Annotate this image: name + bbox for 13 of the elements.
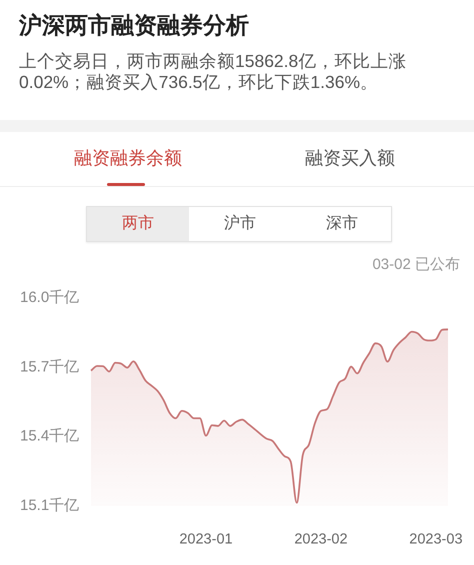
- y-tick-label: 16.0千亿: [20, 288, 80, 306]
- x-tick-label: 2023-01: [179, 532, 233, 548]
- y-tick-label: 15.4千亿: [20, 428, 80, 445]
- text: 融资买入额: [305, 148, 395, 168]
- x-tick-label: 2023-03: [409, 532, 463, 548]
- text: 03-02 已公布: [372, 256, 460, 273]
- x-tick-label: 2023-02: [294, 532, 348, 548]
- chart-title: 沪深两市融资融券分析: [19, 11, 249, 39]
- y-tick-label: 15.7千亿: [20, 358, 80, 376]
- segmented-control: 两市 沪市 深市: [86, 206, 392, 242]
- chart-subtitle: 上个交易日，两市两融余额15862.8亿，环比上涨0.02%；融资买入736.5亿，环比下跌1.36%。: [19, 50, 408, 94]
- y-tick-label: 15.1千亿: [20, 497, 80, 514]
- text: 融资融券余额: [74, 148, 182, 168]
